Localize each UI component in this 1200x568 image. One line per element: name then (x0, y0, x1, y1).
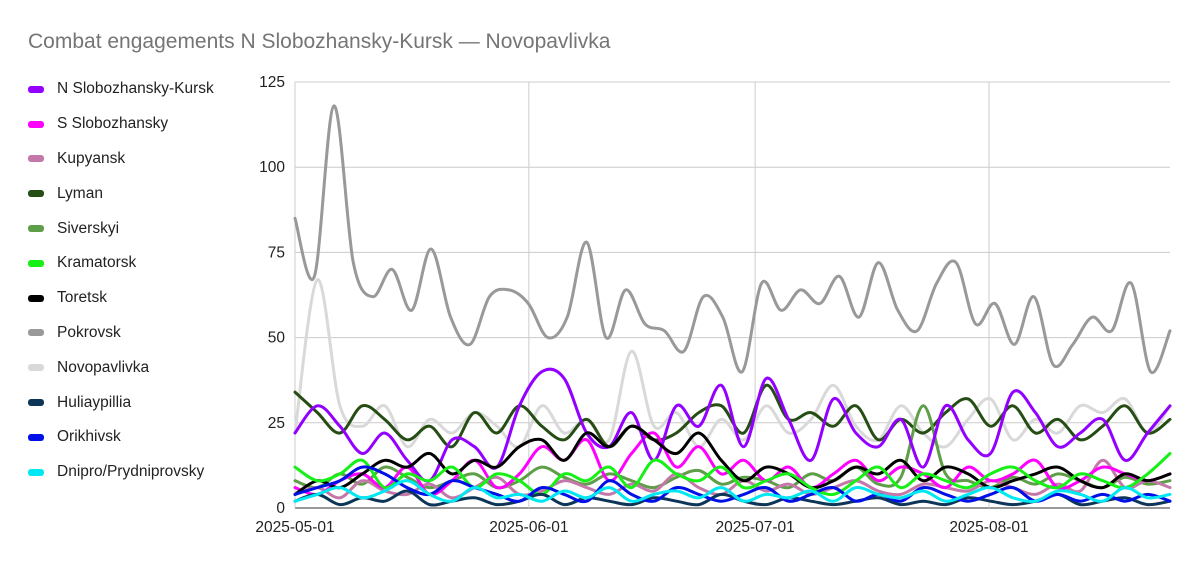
legend-item[interactable]: Pokrovsk (28, 316, 214, 351)
legend-swatch (28, 155, 44, 163)
legend-swatch (28, 225, 44, 233)
y-tick-label: 125 (259, 74, 285, 91)
legend-swatch (28, 433, 44, 441)
x-tick-label: 2025-08-01 (949, 519, 1028, 536)
legend-label: Kramatorsk (57, 254, 137, 272)
legend-swatch (28, 294, 44, 302)
legend-item[interactable]: Kupyansk (28, 142, 214, 177)
legend-item[interactable]: Lyman (28, 176, 214, 211)
series-line-orikhivsk (293, 465, 1172, 504)
legend-swatch (28, 120, 44, 128)
x-axis-ticks: 2025-05-01 2025-06-01 2025-07-01 2025-08-01 (255, 519, 1028, 536)
legend-swatch (28, 399, 44, 407)
legend-item[interactable]: Siverskyi (28, 211, 214, 246)
legend-label: N Slobozhansky-Kursk (57, 80, 214, 98)
y-tick-label: 25 (268, 415, 285, 432)
grid-lines (294, 81, 1170, 509)
legend-item[interactable]: N Slobozhansky-Kursk (28, 72, 214, 107)
legend-item[interactable]: Novopavlivka (28, 350, 214, 385)
legend-label: Huliaypillia (57, 393, 132, 411)
legend-label: Pokrovsk (57, 323, 121, 341)
legend-label: Dnipro/Prydniprovsky (57, 463, 205, 481)
y-tick-label: 50 (268, 330, 286, 347)
legend-label: S Slobozhansky (57, 115, 169, 133)
legend-item[interactable]: S Slobozhansky (28, 107, 214, 142)
series-lines (293, 104, 1172, 507)
legend-label: Orikhivsk (57, 428, 121, 446)
series-line-s-slobozhansky (293, 431, 1172, 497)
y-tick-label: 0 (276, 500, 285, 517)
legend-label: Toretsk (57, 289, 107, 307)
series-line-kramatorsk (293, 452, 1172, 497)
series-line-dnipro-prydniprovsky (293, 479, 1172, 503)
y-tick-label: 100 (259, 159, 285, 176)
series-line-n-slobozhansky-kursk (293, 367, 1172, 483)
y-axis-ticks: 0 25 50 75 100 125 (259, 74, 285, 517)
y-tick-label: 75 (268, 244, 285, 261)
legend-label: Kupyansk (57, 149, 126, 167)
legend-swatch (28, 468, 44, 476)
legend-label: Novopavlivka (57, 358, 150, 376)
legend-swatch (28, 190, 44, 198)
legend-item[interactable]: Kramatorsk (28, 246, 214, 281)
x-tick-label: 2025-06-01 (489, 519, 568, 536)
series-line-pokrovsk (293, 104, 1172, 374)
series-line-toretsk (293, 424, 1172, 496)
legend-swatch (28, 364, 44, 372)
series-line-huliaypillia (293, 489, 1172, 507)
legend: N Slobozhansky-Kursk S Slobozhansky Kupyan… (28, 72, 214, 490)
x-tick-label: 2025-05-01 (255, 519, 334, 536)
chart-title: Combat engagements N Slobozhansky-Kursk … (28, 30, 611, 53)
legend-label: Lyman (57, 184, 103, 202)
x-tick-label: 2025-07-01 (715, 519, 794, 536)
legend-item[interactable]: Dnipro/Prydniprovsky (28, 455, 214, 490)
series-line-novopavlivka (293, 278, 1172, 449)
legend-swatch (28, 329, 44, 337)
legend-item[interactable]: Toretsk (28, 281, 214, 316)
legend-item[interactable]: Orikhivsk (28, 420, 214, 455)
legend-item[interactable]: Huliaypillia (28, 385, 214, 420)
legend-label: Siverskyi (57, 219, 120, 237)
legend-swatch (28, 85, 44, 93)
legend-swatch (28, 259, 44, 267)
